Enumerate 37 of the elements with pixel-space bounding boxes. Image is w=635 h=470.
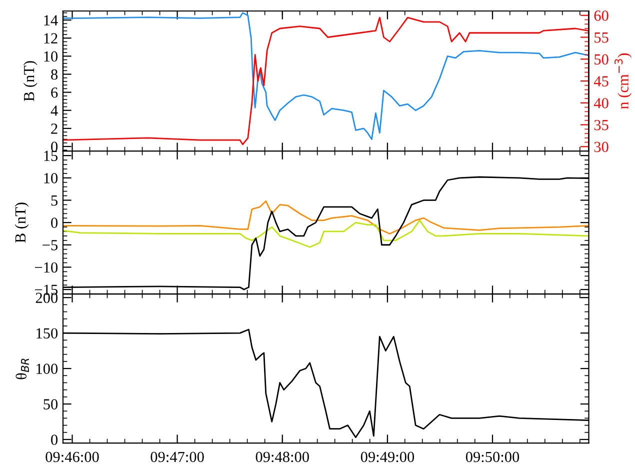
y2-tick-label: 35 <box>594 120 608 130</box>
y-tick-label: 4 <box>50 106 58 116</box>
line-series <box>62 220 589 248</box>
y2-axis-title: n (cm$^{−3}$) <box>614 53 632 109</box>
y-tick-label: 10 <box>44 173 58 184</box>
y-tick-label: 50 <box>44 399 58 410</box>
y-tick-label: 6 <box>51 87 58 98</box>
y-tick-label: 8 <box>51 69 58 80</box>
x-tick-label: 09:47:00 <box>150 452 204 462</box>
y2-tick-label: 40 <box>594 98 608 108</box>
y-tick-label: 150 <box>36 328 58 339</box>
y-tick-label: 0 <box>51 434 58 445</box>
y-tick-label: 14 <box>44 15 58 26</box>
y-tick-label: 100 <box>36 364 58 374</box>
y-axis-title: θ$_{BR}$ <box>16 358 29 380</box>
y2-tick-label: 45 <box>594 76 608 86</box>
y-axis-title: B (nT) <box>14 202 29 243</box>
y-tick-label: 12 <box>44 33 58 44</box>
y-tick-label: 15 <box>44 150 58 162</box>
y2-tick-label: 60 <box>594 10 608 21</box>
y-axis-title: B (nT) <box>23 61 38 102</box>
x-tick-label: 09:50:00 <box>466 452 520 462</box>
y-tick-label: 2 <box>51 124 58 134</box>
line-series <box>62 200 589 234</box>
y2-tick-label: 30 <box>594 142 608 152</box>
y-tick-label: 5 <box>51 196 58 206</box>
y2-tick-label: 55 <box>594 32 608 43</box>
x-tick-label: 09:46:00 <box>46 452 99 462</box>
y-tick-label: 200 <box>36 292 58 304</box>
y-tick-label: −15 <box>35 284 58 295</box>
x-tick-label: 09:49:00 <box>360 452 414 462</box>
y-tick-label: 10 <box>44 51 58 62</box>
y-tick-label: −10 <box>35 262 58 273</box>
x-tick-label: 09:48:00 <box>256 452 309 462</box>
y2-tick-label: 50 <box>594 54 608 65</box>
y-tick-label: −5 <box>42 240 58 250</box>
y-tick-label: 0 <box>51 218 58 228</box>
